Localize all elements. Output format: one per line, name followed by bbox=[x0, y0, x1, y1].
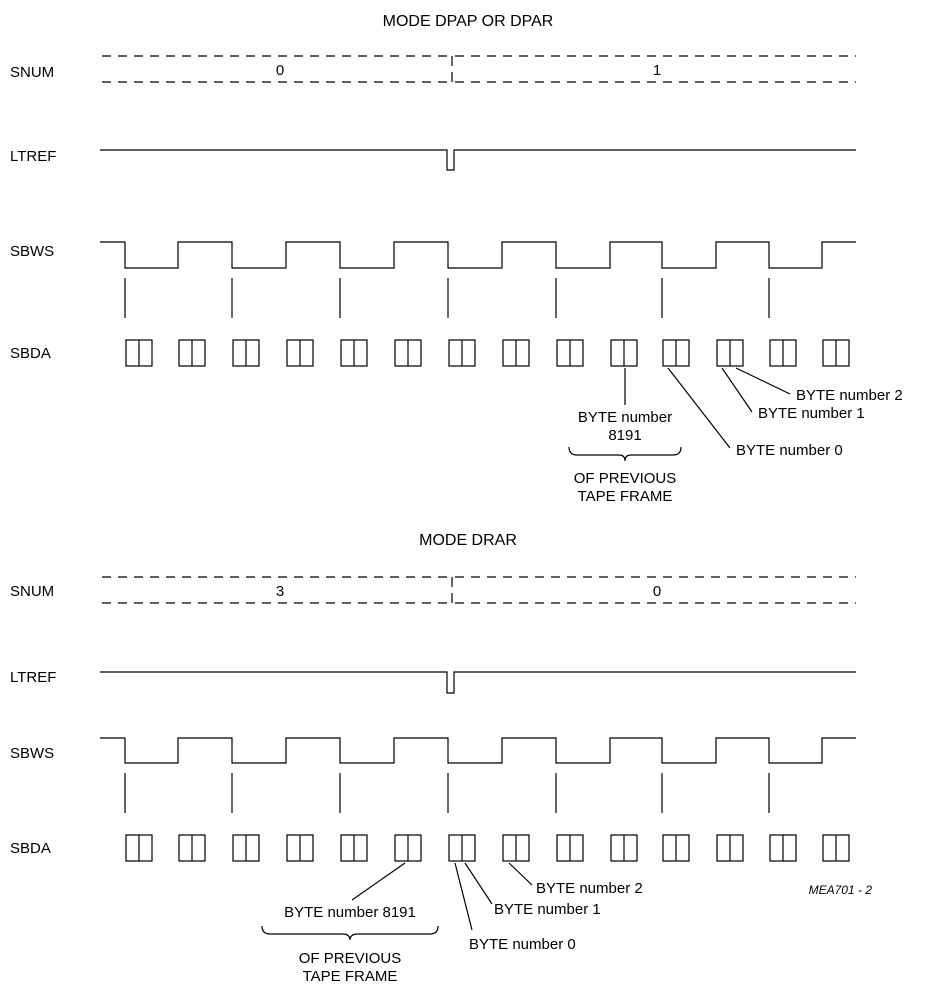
snum-bus bbox=[102, 576, 856, 604]
panel-title: MODE DPAP OR DPAR bbox=[383, 13, 554, 30]
byte-cell bbox=[394, 834, 422, 862]
byte-cell bbox=[286, 834, 314, 862]
sbda-bytes bbox=[125, 339, 850, 367]
callout-byte-0: BYTE number 0 bbox=[469, 936, 576, 953]
sbda-bytes bbox=[125, 834, 850, 862]
byte-cell bbox=[716, 834, 744, 862]
snum-bus bbox=[102, 55, 856, 83]
brace bbox=[261, 925, 439, 941]
signal-label-sbws: SBWS bbox=[10, 243, 54, 260]
byte-cell bbox=[286, 339, 314, 367]
brace bbox=[568, 446, 682, 462]
prev-byte-number: 8191 bbox=[608, 427, 641, 444]
prev-frame-line1: OF PREVIOUS bbox=[574, 470, 677, 487]
prev-frame-line2: TAPE FRAME bbox=[578, 488, 673, 505]
callout-leaders bbox=[351, 862, 533, 931]
byte-cell bbox=[769, 834, 797, 862]
signal-label-sbws: SBWS bbox=[10, 745, 54, 762]
byte-cell bbox=[556, 834, 584, 862]
alignment-markers bbox=[124, 773, 770, 813]
snum-value-left: 3 bbox=[276, 583, 284, 600]
callout-byte-2: BYTE number 2 bbox=[796, 387, 903, 404]
byte-cell bbox=[448, 834, 476, 862]
byte-cell bbox=[662, 339, 690, 367]
callout-byte-1: BYTE number 1 bbox=[494, 901, 601, 918]
byte-cell bbox=[232, 339, 260, 367]
snum-value-right: 0 bbox=[653, 583, 661, 600]
byte-cell bbox=[662, 834, 690, 862]
sbws-waveform bbox=[100, 241, 856, 269]
signal-label-sbda: SBDA bbox=[10, 345, 51, 362]
callout-byte-1: BYTE number 1 bbox=[758, 405, 865, 422]
byte-cell bbox=[822, 339, 850, 367]
byte-cell bbox=[232, 834, 260, 862]
panel-dpap-dpar: MODE DPAP OR DPAR SNUM LTREF SBWS SBDA 0… bbox=[10, 13, 903, 505]
byte-cell bbox=[822, 834, 850, 862]
ltref-waveform bbox=[100, 149, 856, 171]
snum-value-right: 1 bbox=[653, 62, 661, 79]
prev-byte-label: BYTE number bbox=[578, 409, 672, 426]
callout-leaders bbox=[624, 367, 791, 449]
byte-cell bbox=[178, 834, 206, 862]
callout-byte-2: BYTE number 2 bbox=[536, 880, 643, 897]
prev-frame-line1: OF PREVIOUS bbox=[299, 950, 402, 967]
byte-cell bbox=[716, 339, 744, 367]
prev-byte-label: BYTE number 8191 bbox=[284, 904, 416, 921]
byte-cell bbox=[610, 339, 638, 367]
prev-frame-line2: TAPE FRAME bbox=[303, 968, 398, 985]
byte-cell bbox=[125, 339, 153, 367]
byte-cell bbox=[610, 834, 638, 862]
byte-cell bbox=[502, 834, 530, 862]
byte-cell bbox=[448, 339, 476, 367]
signal-label-snum: SNUM bbox=[10, 64, 54, 81]
alignment-markers bbox=[124, 278, 770, 318]
byte-cell bbox=[769, 339, 797, 367]
panel-drar: MODE DRAR SNUM LTREF SBWS SBDA 3 0 bbox=[10, 532, 872, 985]
byte-cell bbox=[340, 339, 368, 367]
byte-cell bbox=[556, 339, 584, 367]
figure-reference: MEA701 - 2 bbox=[809, 883, 873, 897]
byte-cell bbox=[502, 339, 530, 367]
byte-cell bbox=[125, 834, 153, 862]
ltref-waveform bbox=[100, 671, 856, 694]
signal-label-ltref: LTREF bbox=[10, 669, 56, 686]
byte-cell bbox=[178, 339, 206, 367]
signal-label-ltref: LTREF bbox=[10, 148, 56, 165]
byte-cell bbox=[340, 834, 368, 862]
signal-label-sbda: SBDA bbox=[10, 840, 51, 857]
snum-value-left: 0 bbox=[276, 62, 284, 79]
callout-byte-0: BYTE number 0 bbox=[736, 442, 843, 459]
signal-label-snum: SNUM bbox=[10, 583, 54, 600]
sbws-waveform bbox=[100, 737, 856, 764]
byte-cell bbox=[394, 339, 422, 367]
panel-title: MODE DRAR bbox=[419, 532, 517, 549]
